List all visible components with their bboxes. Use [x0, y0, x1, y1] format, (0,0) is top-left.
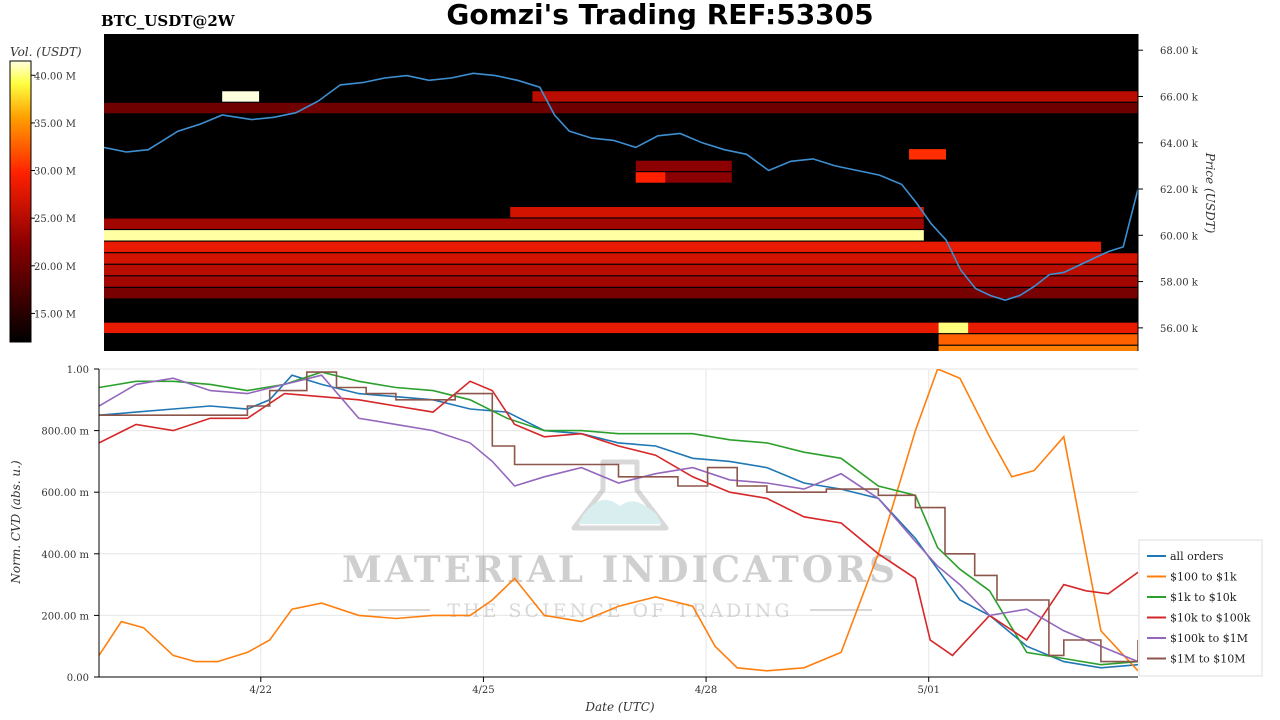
heatmap-highlight [909, 149, 946, 160]
heatmap-band [104, 241, 1102, 253]
colorbar: Vol. (USDT) 40.00 M 35.00 M 30.00 M 25.00 M… [9, 45, 82, 343]
symbol-label: BTC_USDT@2W [101, 12, 236, 30]
heatmap-band [104, 276, 1138, 287]
series-line-100-1k [99, 369, 1138, 672]
heatmap-band [104, 264, 1138, 276]
legend-label: $1M to $10M [1170, 653, 1246, 666]
legend-label: $1k to $10k [1170, 591, 1237, 604]
price-tick-label: 66.00 k [1160, 92, 1199, 103]
cvd-x-tick-label: 4/25 [472, 685, 494, 696]
heatmap-band [104, 218, 924, 229]
cvd-y-tick-label: 0.00 [67, 673, 89, 684]
heatmap-band [104, 322, 1138, 334]
heatmap-band [938, 345, 1138, 351]
price-line [104, 72, 1138, 301]
watermark: MATERIAL INDICATORS THE SCIENCE OF TRADI… [342, 459, 898, 622]
flask-liquid-icon [578, 499, 662, 524]
cvd-y-tick-label: 400.00 m [41, 550, 89, 561]
heatmap-highlight [222, 91, 260, 102]
price-tick-label: 68.00 k [1160, 46, 1199, 57]
watermark-sub: THE SCIENCE OF TRADING [447, 600, 792, 622]
heatmap-highlight [938, 322, 969, 334]
cvd-y-tick-label: 1.00 [67, 365, 89, 376]
heatmap-panel: 68.00 k 66.00 k 64.00 k 62.00 k 60.00 k 58.00… [104, 34, 1217, 351]
price-tick-label: 60.00 k [1160, 231, 1199, 242]
cvd-x-tick-label: 4/22 [250, 685, 272, 696]
colorbar-tick-label: 20.00 M [34, 262, 76, 273]
cvd-x-ticks: 4/22 4/25 4/28 5/01 [250, 677, 940, 696]
colorbar-tick-label: 40.00 M [34, 71, 76, 82]
legend-label: all orders [1170, 550, 1224, 563]
colorbar-label: Vol. (USDT) [10, 45, 82, 59]
heatmap-bands [104, 91, 1138, 351]
heatmap-band [104, 253, 1138, 264]
legend-label: $100 to $1k [1170, 571, 1237, 584]
legend-label: $100k to $1M [1170, 632, 1248, 645]
price-tick-label: 64.00 k [1160, 139, 1199, 150]
colorbar-tick-label: 25.00 M [34, 214, 76, 225]
heatmap-band [635, 160, 732, 172]
colorbar-tick-label: 15.00 M [34, 309, 76, 320]
legend-label: $10k to $100k [1170, 612, 1251, 625]
heatmap-band [510, 206, 924, 218]
price-tick-label: 58.00 k [1160, 278, 1199, 289]
page-title: Gomzi's Trading REF:53305 [446, 0, 873, 31]
colorbar-tick-label: 30.00 M [34, 167, 76, 178]
series-line-100k-1m [99, 374, 1138, 663]
cvd-x-tick-label: 4/28 [695, 685, 717, 696]
cvd-y-tick-label: 200.00 m [41, 611, 89, 622]
heatmap-band [532, 91, 1138, 102]
series-line-10k-100k [99, 380, 1138, 657]
flask-icon [571, 459, 669, 531]
price-axis-label: Price (USDT) [1203, 152, 1217, 234]
price-axis-ticks: 68.00 k 66.00 k 64.00 k 62.00 k 60.00 k 58.00… [1138, 46, 1199, 335]
legend-box [1138, 539, 1263, 677]
cvd-series [99, 369, 1138, 672]
colorbar-gradient [9, 60, 32, 343]
heatmap-highlight [635, 172, 666, 183]
cvd-x-axis-label: Date (UTC) [584, 700, 654, 714]
watermark-main: MATERIAL INDICATORS [342, 549, 898, 591]
cvd-y-tick-label: 600.00 m [41, 488, 89, 499]
legend: all orders $100 to $1k $1k to $10k $10k to … [1138, 539, 1263, 677]
cvd-y-axis-label: Norm. CVD (abs. u.) [9, 460, 23, 585]
series-line-1m-10m [99, 371, 1138, 663]
heatmap-band [104, 102, 1138, 114]
cvd-y-ticks: 0.00 200.00 m 400.00 m 600.00 m 800.00 m 1.00 [41, 365, 99, 684]
heatmap-band [104, 287, 1138, 299]
price-tick-label: 56.00 k [1160, 324, 1199, 335]
cvd-plot-area [99, 369, 1138, 677]
cvd-y-tick-label: 800.00 m [41, 427, 89, 438]
heatmap-band [938, 334, 1138, 345]
colorbar-ticks: 40.00 M 35.00 M 30.00 M 25.00 M 20.00 M 15.00… [31, 71, 76, 320]
cvd-x-tick-label: 5/01 [917, 685, 939, 696]
price-tick-label: 62.00 k [1160, 185, 1199, 196]
heatmap-band [104, 230, 924, 241]
cvd-panel: MATERIAL INDICATORS THE SCIENCE OF TRADI… [9, 365, 1138, 714]
heatmap-band [635, 172, 732, 183]
colorbar-tick-label: 35.00 M [34, 119, 76, 130]
heatmap-background [104, 34, 1138, 351]
